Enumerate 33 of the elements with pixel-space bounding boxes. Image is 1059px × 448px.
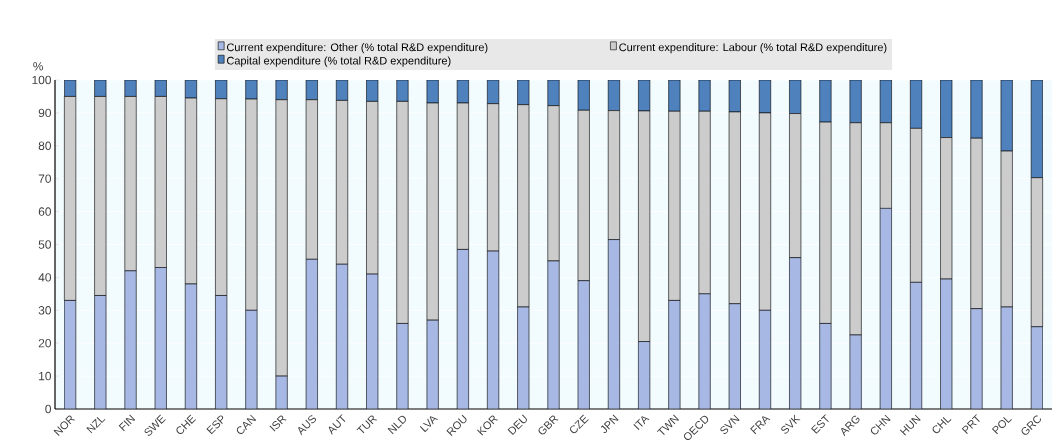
x-tick-label: TUR bbox=[356, 415, 378, 434]
x-tick-label: CHL bbox=[932, 417, 952, 434]
x-tick-label: NZL bbox=[86, 416, 106, 434]
y-tick-label: 0 bbox=[45, 404, 52, 414]
bar bbox=[819, 80, 832, 123]
y-tick-label: 20 bbox=[38, 338, 52, 348]
bar bbox=[819, 323, 832, 409]
bar bbox=[970, 308, 983, 409]
y-tick-label: 30 bbox=[38, 306, 52, 315]
y-tick-label: 90 bbox=[38, 108, 52, 118]
x-tick-label: LVA bbox=[419, 416, 438, 433]
y-tick-label: 60 bbox=[38, 207, 52, 216]
bar bbox=[396, 323, 409, 409]
bar bbox=[970, 80, 983, 139]
y-tick-label: 100 bbox=[32, 75, 52, 85]
y-tick-label: 40 bbox=[38, 273, 52, 282]
x-tick-label: FIN bbox=[118, 414, 136, 432]
x-tick-label: ITA bbox=[633, 416, 650, 431]
legend-label: Capital expenditure (% total R&D expenditure) bbox=[227, 56, 451, 67]
legend-label: Current expenditure: Labour (% total R&D expenditure) bbox=[619, 43, 887, 54]
y-tick-label: 50 bbox=[38, 240, 52, 249]
y-tick-label: 70 bbox=[38, 174, 52, 183]
x-tick-label: POL bbox=[991, 417, 1012, 435]
x-tick-label: ISR bbox=[269, 415, 287, 432]
y-tick-label: 10 bbox=[39, 371, 52, 381]
bar bbox=[698, 80, 711, 112]
bar bbox=[547, 260, 560, 409]
x-tick-label: FRA bbox=[750, 416, 771, 435]
bar bbox=[698, 293, 711, 409]
y-tick-label: 80 bbox=[38, 141, 52, 151]
legend-label: Current expenditure: Other (% total R&D expenditure) bbox=[227, 43, 488, 54]
bar bbox=[124, 270, 137, 409]
y-axis-title: % bbox=[33, 62, 44, 71]
